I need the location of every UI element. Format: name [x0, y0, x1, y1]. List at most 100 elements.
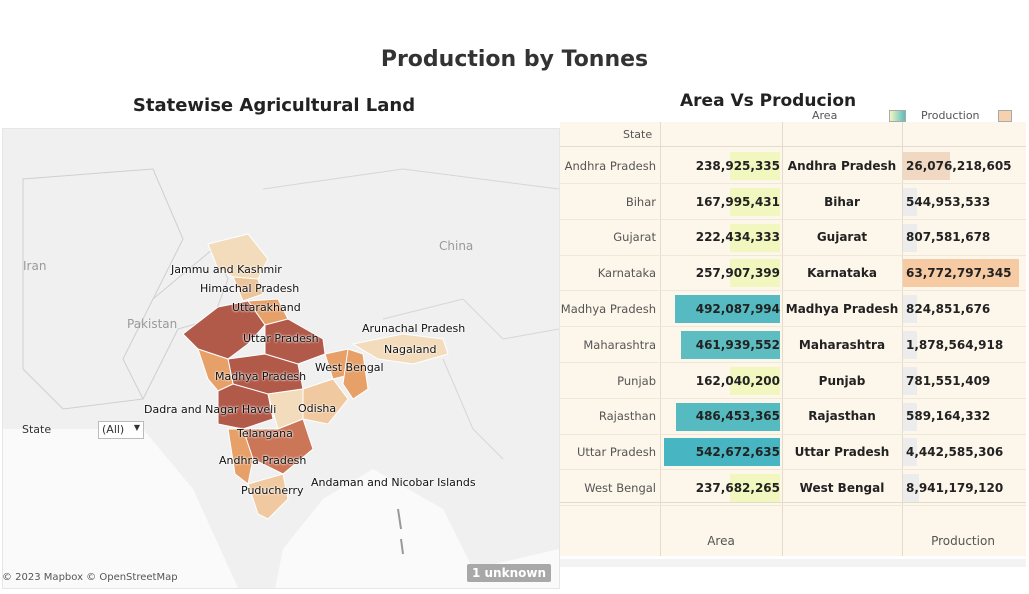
state-name: Madhya Pradesh — [560, 302, 656, 317]
state-shape-west-bengal[interactable] — [342, 348, 369, 400]
row-divider — [560, 290, 1026, 292]
production-value: 8,941,179,120 — [906, 481, 1004, 496]
area-bar[interactable] — [730, 223, 780, 252]
table-row[interactable]: Madhya Pradesh 492,087,994 Madhya Pradesh 8… — [560, 291, 1026, 328]
area-bar[interactable] — [730, 259, 780, 288]
production-bar[interactable] — [903, 366, 917, 395]
area-value: 492,087,994 — [695, 302, 780, 317]
row-divider — [560, 362, 1026, 363]
area-bar[interactable] — [674, 295, 780, 324]
state-column-header[interactable]: State — [623, 128, 653, 141]
area-column-footer[interactable]: Area — [707, 534, 735, 548]
border-iran — [22, 168, 184, 410]
area-value: 542,672,635 — [695, 445, 780, 460]
row-divider — [560, 397, 1026, 399]
row-divider — [560, 183, 1026, 184]
state-filter-dropdown[interactable]: (All) ▼ — [98, 421, 144, 439]
table-row[interactable]: Andhra Pradesh 238,925,335 Andhra Pradesh 2… — [560, 148, 1026, 184]
map-svg — [3, 129, 559, 588]
production-value: 26,076,218,605 — [906, 158, 1012, 173]
state-name: Rajasthan — [598, 409, 656, 424]
state-shape-karnataka[interactable] — [227, 428, 254, 485]
state-label: West Bengal — [315, 361, 384, 374]
ocean — [3, 429, 559, 588]
table-row[interactable]: Punjab 162,040,200 Punjab 781,551,409 — [560, 363, 1026, 399]
production-bar[interactable] — [903, 295, 917, 324]
production-bar[interactable] — [903, 402, 917, 431]
state-name: Karnataka — [597, 266, 656, 281]
area-bar[interactable] — [681, 331, 780, 359]
table-row[interactable]: Karnataka 257,907,399 Karnataka 63,772,797,… — [560, 255, 1026, 292]
production-bar[interactable] — [903, 223, 917, 252]
production-bar[interactable] — [903, 438, 917, 467]
production-column-footer[interactable]: Production — [931, 534, 995, 548]
production-bar[interactable] — [903, 331, 917, 359]
state-name: Gujarat — [613, 230, 656, 245]
table-row[interactable]: Maharashtra 461,939,552 Maharashtra 1,878,5… — [560, 327, 1026, 363]
state-shape-tamil-nadu[interactable] — [247, 473, 289, 520]
legend-production-swatch[interactable] — [998, 110, 1012, 122]
map-panel[interactable]: Iran Pakistan China Jammu and Kashmir Hi… — [2, 128, 560, 589]
row-divider — [560, 254, 1026, 256]
area-bar[interactable] — [664, 438, 780, 467]
production-value: 589,164,332 — [906, 409, 991, 424]
area-value: 167,995,431 — [695, 194, 780, 209]
production-bar[interactable] — [903, 152, 951, 180]
table-row[interactable]: Gujarat 222,434,333 Gujarat 807,581,678 — [560, 220, 1026, 256]
state-shape-andaman[interactable] — [397, 508, 404, 555]
production-value: 63,772,797,345 — [906, 266, 1012, 281]
area-value: 461,939,552 — [695, 337, 780, 352]
legend-production-label: Production — [921, 109, 980, 122]
production-bar[interactable] — [903, 259, 1019, 288]
dashboard-title: Production by Tonnes — [380, 47, 649, 72]
state-shape-rajasthan[interactable] — [182, 300, 266, 360]
area-bar[interactable] — [730, 152, 780, 180]
state-filter-label: State — [22, 423, 52, 436]
state-name-bold: Rajasthan — [808, 409, 876, 424]
horizontal-scrollbar[interactable] — [560, 559, 1026, 567]
area-bar[interactable] — [730, 187, 780, 216]
state-name: Bihar — [625, 194, 656, 209]
state-name-bold: Gujarat — [816, 230, 868, 245]
area-value: 257,907,399 — [695, 266, 780, 281]
state-label: Nagaland — [384, 343, 437, 356]
table-row[interactable]: Bihar 167,995,431 Bihar 544,953,533 — [560, 184, 1026, 220]
area-value: 222,434,333 — [695, 230, 780, 245]
state-label: Himachal Pradesh — [200, 282, 300, 295]
state-name: Punjab — [617, 373, 656, 388]
header-divider — [560, 146, 1026, 147]
table-row[interactable]: Uttar Pradesh 542,672,635 Uttar Pradesh 4,4… — [560, 434, 1026, 471]
area-value: 238,925,335 — [695, 158, 780, 173]
table-title: Area Vs Producion — [680, 91, 857, 111]
state-label: Arunachal Pradesh — [362, 322, 466, 335]
area-production-table[interactable]: State Andhra Pradesh 238,925,335 Andhra Pr… — [560, 122, 1026, 556]
state-shape-arunachal-nagaland[interactable] — [351, 333, 449, 365]
row-divider — [560, 469, 1026, 471]
legend-area-label: Area — [812, 109, 838, 122]
table-row[interactable]: West Bengal 237,682,265 West Bengal 8,941,1… — [560, 470, 1026, 507]
row-divider — [560, 218, 1026, 220]
production-value: 807,581,678 — [906, 230, 991, 245]
area-bar[interactable] — [676, 402, 780, 431]
table-row[interactable]: Rajasthan 486,453,365 Rajasthan 589,164,332 — [560, 399, 1026, 435]
legend-area-swatch[interactable] — [889, 110, 906, 122]
state-shape-maharashtra[interactable] — [217, 383, 274, 430]
production-bar[interactable] — [903, 187, 917, 216]
unknown-indicator[interactable]: 1 unknown — [467, 564, 551, 582]
state-label: Odisha — [298, 402, 337, 415]
state-name: West Bengal — [584, 481, 656, 496]
production-bar[interactable] — [903, 474, 920, 503]
row-divider — [560, 433, 1026, 435]
state-name-bold: Bihar — [824, 194, 860, 209]
state-shape-himachal-pradesh[interactable] — [232, 276, 264, 302]
state-label: Madhya Pradesh — [215, 370, 307, 383]
area-bar[interactable] — [730, 474, 780, 503]
map-attribution[interactable]: © 2023 Mapbox © OpenStreetMap — [2, 572, 178, 583]
dropdown-arrow-icon: ▼ — [133, 423, 140, 432]
state-label: Uttar Pradesh — [243, 332, 319, 345]
state-label: Andhra Pradesh — [219, 454, 307, 467]
area-bar[interactable] — [730, 366, 780, 395]
map-title: Statewise Agricultural Land — [132, 95, 416, 116]
row-divider — [560, 505, 1026, 507]
production-value: 4,442,585,306 — [906, 445, 1004, 460]
